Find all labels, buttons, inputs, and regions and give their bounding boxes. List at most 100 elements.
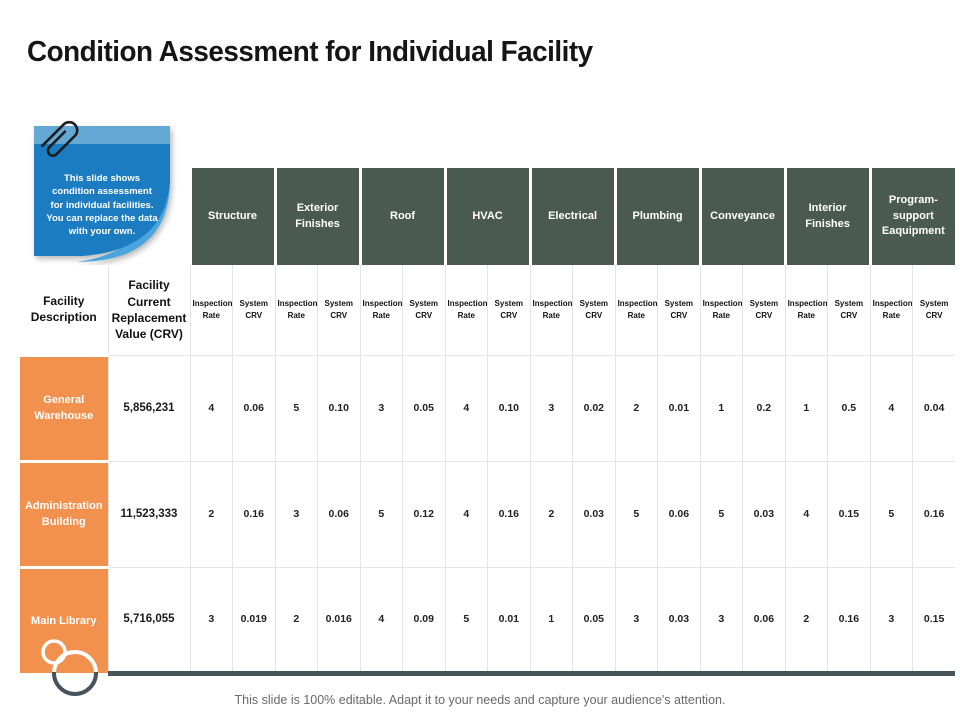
system-crv-header: System CRV <box>317 265 361 355</box>
facility-crv-cell: 5,856,231 <box>107 354 190 461</box>
table-row: Administration Building 11,523,333 2 0.16 3 0… <box>20 459 956 567</box>
value-cell: 0.16 <box>487 460 531 567</box>
facility-description-header: Facility Description <box>20 265 108 355</box>
system-crv-header: System CRV <box>487 265 531 355</box>
value-cell: 3 <box>699 566 743 676</box>
value-cell: 0.12 <box>402 460 446 567</box>
blank-corner-cell <box>20 168 190 265</box>
inspection-rate-header: Inspection Rate <box>444 265 488 355</box>
inspection-rate-header: Inspection Rate <box>274 265 318 355</box>
value-cell: 1 <box>784 354 828 461</box>
value-cell: 0.03 <box>572 460 616 567</box>
table-row: Main Library 5,716,055 3 0.019 2 0.016 4 0.09 5 0… <box>20 565 956 676</box>
value-cell: 3 <box>869 566 913 676</box>
value-cell: 0.03 <box>657 566 701 676</box>
page-title: Condition Assessment for Individual Faci… <box>27 36 593 68</box>
inspection-rate-header: Inspection Rate <box>699 265 743 355</box>
system-crv-header: System CRV <box>657 265 701 355</box>
value-cell: 4 <box>869 354 913 461</box>
value-cell: 0.01 <box>487 566 531 676</box>
value-cell: 1 <box>529 566 573 676</box>
column-header-conveyance: Conveyance <box>698 168 786 265</box>
column-header-program-support-eaquipment: Program- support Eaquipment <box>868 168 956 265</box>
value-cell: 0.01 <box>657 354 701 461</box>
column-header-plumbing: Plumbing <box>613 168 701 265</box>
table-body: General Warehouse 5,856,231 4 0.06 5 0.10 3 0.0… <box>20 353 956 676</box>
value-cell: 0.04 <box>912 354 956 461</box>
sticky-note-text: This slide shows condition assessment fo… <box>46 173 158 238</box>
value-cell: 3 <box>189 566 233 676</box>
value-cell: 0.02 <box>572 354 616 461</box>
value-cell: 0.16 <box>827 566 871 676</box>
system-crv-header: System CRV <box>742 265 786 355</box>
value-cell: 4 <box>444 460 488 567</box>
value-cell: 0.2 <box>742 354 786 461</box>
value-cell: 0.16 <box>232 460 275 567</box>
value-cell: 0.019 <box>232 566 275 676</box>
system-crv-header: System CRV <box>232 265 275 355</box>
value-cell: 2 <box>784 566 828 676</box>
value-cell: 0.10 <box>487 354 531 461</box>
inspection-rate-header: Inspection Rate <box>784 265 828 355</box>
facility-crv-header: Facility Current Replacement Value (CRV) <box>107 265 190 355</box>
value-cell: 2 <box>189 460 233 567</box>
column-header-exterior-finishes: Exterior Finishes <box>273 168 361 265</box>
value-cell: 0.016 <box>317 566 361 676</box>
value-cell: 3 <box>359 354 403 461</box>
facility-name-cell: Main Library <box>20 565 108 673</box>
value-cell: 5 <box>699 460 743 567</box>
value-cell: 4 <box>444 354 488 461</box>
system-crv-header: System CRV <box>912 265 956 355</box>
column-header-hvac: HVAC <box>443 168 531 265</box>
column-header-interior-finishes: Interior Finishes <box>783 168 871 265</box>
value-cell: 5 <box>359 460 403 567</box>
facility-crv-cell: 5,716,055 <box>107 566 190 676</box>
value-cell: 0.15 <box>912 566 956 676</box>
inspection-rate-header: Inspection Rate <box>869 265 913 355</box>
sub-header-row: Facility Description Facility Current Re… <box>20 265 956 355</box>
condition-assessment-table: Structure Exterior Finishes Roof HVAC Electr… <box>20 168 956 676</box>
footer-note: This slide is 100% editable. Adapt it to… <box>234 693 726 707</box>
inspection-rate-header: Inspection Rate <box>359 265 403 355</box>
value-cell: 3 <box>529 354 573 461</box>
value-cell: 2 <box>614 354 658 461</box>
value-cell: 4 <box>784 460 828 567</box>
inspection-rate-header: Inspection Rate <box>614 265 658 355</box>
value-cell: 0.06 <box>317 460 361 567</box>
system-crv-header: System CRV <box>827 265 871 355</box>
value-cell: 0.05 <box>402 354 446 461</box>
paperclip-icon <box>41 120 79 158</box>
value-cell: 0.03 <box>742 460 786 567</box>
value-cell: 4 <box>189 354 233 461</box>
sticky-note-shape <box>34 126 170 262</box>
value-cell: 0.09 <box>402 566 446 676</box>
inspection-rate-header: Inspection Rate <box>529 265 573 355</box>
value-cell: 0.06 <box>232 354 275 461</box>
value-cell: 5 <box>444 566 488 676</box>
value-cell: 3 <box>274 460 318 567</box>
value-cell: 2 <box>529 460 573 567</box>
column-header-roof: Roof <box>358 168 446 265</box>
value-cell: 0.06 <box>742 566 786 676</box>
value-cell: 5 <box>614 460 658 567</box>
value-cell: 0.15 <box>827 460 871 567</box>
value-cell: 0.5 <box>827 354 871 461</box>
sticky-note: This slide shows condition assessment fo… <box>34 120 172 268</box>
value-cell: 5 <box>274 354 318 461</box>
discipline-header-row: Structure Exterior Finishes Roof HVAC Electr… <box>20 168 956 265</box>
value-cell: 0.05 <box>572 566 616 676</box>
facility-name-cell: Administration Building <box>20 459 108 567</box>
decorative-circles <box>41 639 98 696</box>
value-cell: 1 <box>699 354 743 461</box>
value-cell: 4 <box>359 566 403 676</box>
system-crv-header: System CRV <box>402 265 446 355</box>
value-cell: 3 <box>614 566 658 676</box>
value-cell: 5 <box>869 460 913 567</box>
value-cell: 0.06 <box>657 460 701 567</box>
inspection-rate-header: Inspection Rate <box>189 265 233 355</box>
column-header-structure: Structure <box>188 168 275 265</box>
facility-name-cell: General Warehouse <box>20 353 108 461</box>
value-cell: 0.16 <box>912 460 956 567</box>
table-row: General Warehouse 5,856,231 4 0.06 5 0.10 3 0.0… <box>20 353 956 461</box>
